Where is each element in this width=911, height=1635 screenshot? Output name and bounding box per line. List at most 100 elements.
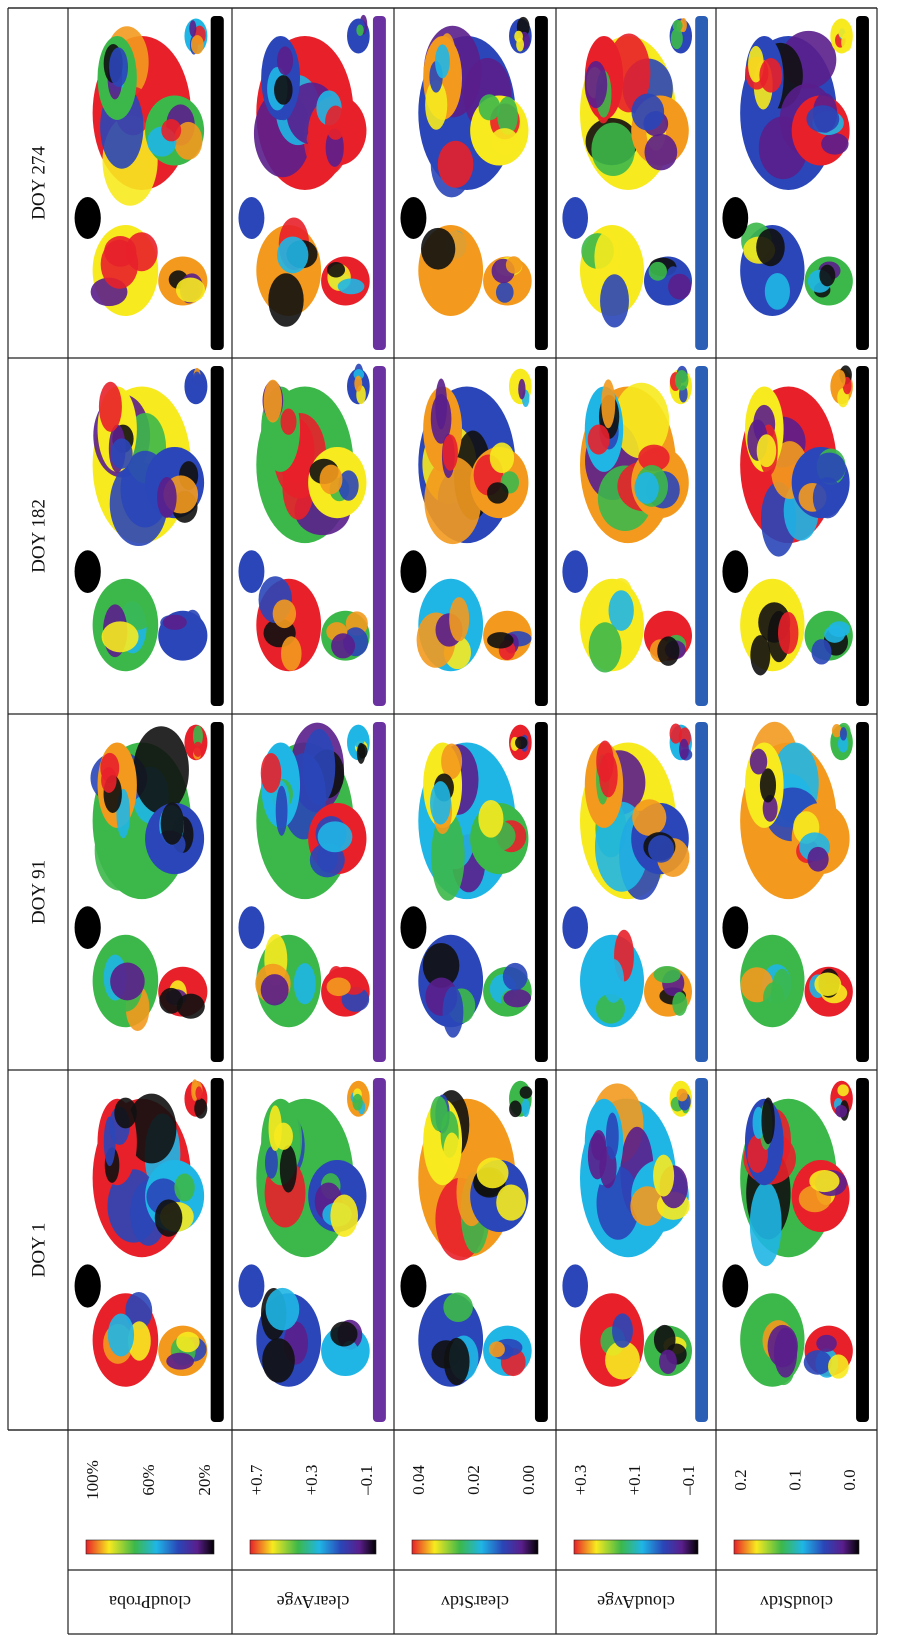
land-patch — [819, 265, 835, 287]
ocean-band — [856, 366, 869, 706]
land-patch — [645, 134, 678, 170]
land-patch — [668, 274, 691, 300]
ocean-band — [211, 366, 224, 706]
land-patch — [601, 379, 615, 428]
land-patch — [478, 800, 503, 838]
land-patch — [634, 472, 658, 504]
land-patch — [357, 743, 365, 764]
land-patch — [157, 477, 177, 518]
land-patch — [518, 379, 525, 400]
land-patch — [176, 1332, 199, 1352]
land-patch — [671, 28, 683, 49]
land-patch — [631, 93, 664, 130]
land-patch — [515, 736, 527, 749]
colorbar-tick-label: +0.7 — [247, 1464, 266, 1495]
colorbar-tick-label: +0.1 — [625, 1465, 644, 1496]
colorbar-tick-label: –0.1 — [357, 1465, 376, 1496]
land-patch — [108, 1314, 134, 1357]
land-patch — [487, 482, 509, 503]
greenland — [238, 197, 264, 239]
ocean-band — [856, 1078, 869, 1422]
land-patch — [273, 599, 296, 628]
land-patch — [265, 1147, 278, 1179]
land-patch — [320, 465, 343, 495]
land-patch — [280, 1145, 297, 1192]
land-patch — [599, 753, 618, 798]
land-patch — [520, 1086, 533, 1098]
colorbar-tick-label: 0.2 — [731, 1469, 750, 1490]
ocean-band — [373, 366, 386, 706]
land-patch — [837, 1084, 848, 1096]
ocean-band — [373, 1078, 386, 1422]
land-patch — [352, 1094, 362, 1111]
land-patch — [835, 1105, 847, 1117]
ocean-band — [211, 16, 224, 350]
figure: DOY 1DOY 91DOY 182DOY 274100%60%20%cloud… — [0, 0, 911, 1635]
greenland — [400, 550, 426, 593]
land-patch — [816, 1335, 837, 1352]
column-header: DOY 274 — [28, 146, 49, 220]
greenland — [722, 906, 748, 949]
land-patch — [269, 1105, 282, 1151]
land-patch — [174, 1174, 194, 1202]
ocean-band — [535, 722, 548, 1062]
land-patch — [840, 727, 847, 740]
land-patch — [166, 1353, 194, 1370]
column-header: DOY 91 — [28, 860, 49, 924]
land-patch — [261, 753, 282, 793]
land-patch — [262, 1338, 295, 1382]
row-label: clearStdv — [441, 1592, 509, 1612]
land-patch — [809, 1170, 839, 1192]
land-patch — [338, 279, 365, 295]
land-patch — [274, 75, 293, 105]
greenland — [400, 1264, 426, 1307]
ocean-band — [535, 366, 548, 706]
greenland — [75, 906, 101, 949]
ocean-band — [695, 16, 708, 350]
ocean-band — [211, 1078, 224, 1422]
land-patch — [447, 268, 470, 301]
land-patch — [104, 1117, 116, 1167]
land-patch — [327, 978, 351, 997]
land-patch — [111, 438, 133, 469]
land-patch — [435, 378, 447, 429]
colorbar — [86, 1540, 214, 1554]
land-patch — [325, 106, 346, 140]
land-patch — [266, 1288, 300, 1331]
land-patch — [159, 988, 183, 1014]
land-patch — [774, 1328, 797, 1378]
land-patch — [672, 992, 687, 1016]
land-patch — [193, 742, 203, 757]
land-patch — [756, 229, 785, 267]
row-label: clearAvge — [277, 1592, 350, 1612]
land-patch — [509, 1100, 522, 1117]
colorbar-tick-label: 100% — [83, 1460, 102, 1500]
ocean-band — [695, 366, 708, 706]
land-patch — [654, 1325, 676, 1355]
land-patch — [280, 408, 296, 434]
greenland — [562, 550, 588, 593]
land-patch — [603, 959, 624, 1003]
ocean-band — [535, 16, 548, 350]
land-patch — [589, 622, 622, 672]
land-patch — [821, 133, 848, 155]
land-patch — [101, 767, 117, 793]
land-patch — [612, 1313, 633, 1347]
land-patch — [765, 273, 790, 310]
land-patch — [110, 963, 145, 1001]
greenland — [238, 550, 264, 593]
land-patch — [659, 1350, 677, 1374]
land-patch — [194, 1098, 207, 1118]
land-patch — [479, 94, 501, 120]
land-patch — [443, 1133, 460, 1172]
greenland — [722, 197, 748, 239]
land-patch — [331, 633, 355, 658]
land-patch — [176, 278, 205, 303]
land-patch — [600, 274, 629, 327]
colorbar-tick-label: 0.04 — [409, 1465, 428, 1495]
land-patch — [506, 256, 522, 273]
land-patch — [649, 262, 667, 281]
greenland — [562, 1264, 588, 1307]
greenland — [562, 906, 588, 949]
land-patch — [281, 636, 302, 671]
